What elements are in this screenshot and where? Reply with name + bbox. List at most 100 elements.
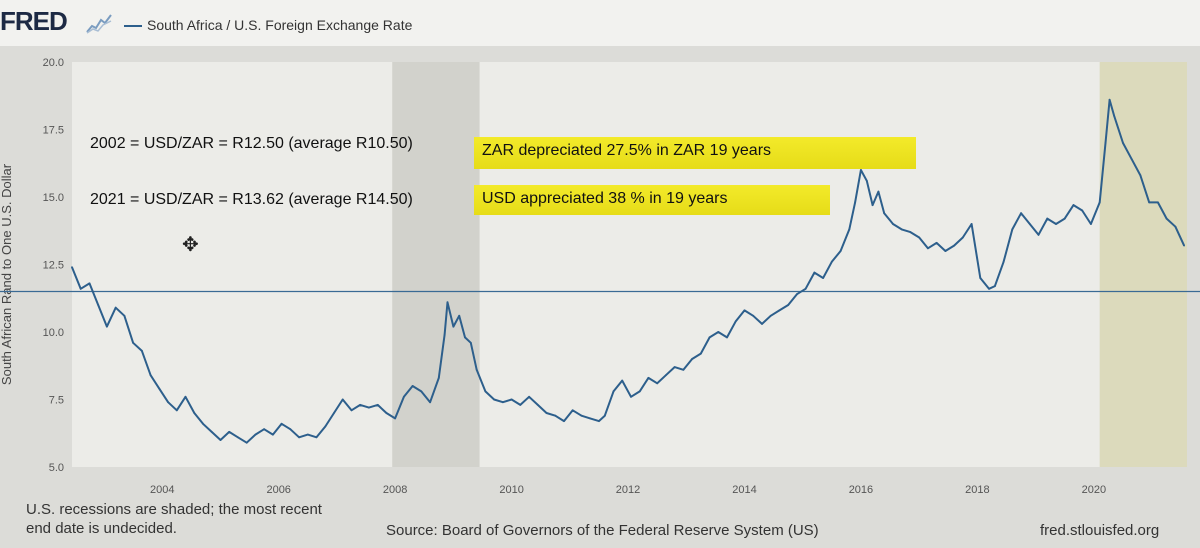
x-tick-label: 2020 <box>1082 484 1106 496</box>
data-point <box>691 358 693 360</box>
data-point <box>1174 225 1177 228</box>
data-point <box>734 320 737 323</box>
y-tick-label: 12.5 <box>43 260 64 272</box>
data-point <box>979 277 982 279</box>
x-tick-label: 2004 <box>150 484 174 496</box>
data-point <box>123 314 126 317</box>
data-point <box>359 404 362 406</box>
data-point <box>458 314 461 317</box>
data-point <box>1183 244 1185 247</box>
highlight-usd-appreciated: USD appreciated 38 % in 19 years <box>474 185 830 215</box>
plot-area <box>72 62 1187 467</box>
data-point <box>289 428 292 431</box>
data-point <box>184 395 187 398</box>
data-point <box>315 436 318 439</box>
data-point <box>1063 217 1066 220</box>
data-point <box>612 390 615 393</box>
data-point <box>71 266 73 269</box>
data-point <box>1148 201 1151 204</box>
data-point <box>254 433 257 436</box>
data-point <box>1055 223 1057 225</box>
x-tick-label: 2010 <box>499 484 523 496</box>
x-tick-label: 2008 <box>383 484 407 496</box>
data-point <box>493 398 495 401</box>
data-point <box>1011 228 1014 231</box>
data-point <box>88 282 91 285</box>
data-point <box>79 287 82 290</box>
data-point <box>469 341 472 344</box>
data-point <box>1157 201 1159 204</box>
data-point <box>175 409 178 412</box>
data-point <box>1165 217 1168 220</box>
data-point <box>1139 174 1142 177</box>
chart-header: FRED South Africa / U.S. Foreign Exchang… <box>0 0 1200 46</box>
fred-logo[interactable]: FRED <box>0 6 68 36</box>
recession-note-line-1: U.S. recessions are shaded; the most rec… <box>26 501 322 518</box>
data-point <box>1113 115 1116 117</box>
data-point <box>528 395 530 398</box>
data-point <box>1037 233 1040 236</box>
recession-note: U.S. recessions are shaded; the most rec… <box>26 500 322 538</box>
data-point <box>563 420 565 422</box>
data-point <box>446 301 449 304</box>
data-point <box>877 190 880 193</box>
y-tick-label: 15.0 <box>43 192 64 204</box>
data-point <box>630 395 632 398</box>
data-point <box>1002 260 1005 263</box>
fred-link[interactable]: fred.stlouisfed.org <box>1040 522 1160 539</box>
data-point <box>228 431 231 433</box>
y-tick-label: 17.5 <box>43 125 64 137</box>
data-point <box>708 336 711 339</box>
data-point <box>280 422 283 425</box>
y-tick-label: 5.0 <box>49 462 64 474</box>
data-point <box>918 236 921 239</box>
annotation-2002-rate: 2002 = USD/ZAR = R12.50 (average R10.50) <box>90 135 413 152</box>
x-tick-label: 2014 <box>732 484 756 496</box>
legend-label: South Africa / U.S. Foreign Exchange Rat… <box>147 17 413 33</box>
y-tick-label: 10.0 <box>43 327 64 339</box>
data-point <box>420 390 423 393</box>
recession-shade <box>392 62 480 467</box>
data-point <box>263 428 265 431</box>
y-tick-label: 7.5 <box>49 395 64 407</box>
data-point <box>944 250 947 252</box>
data-point <box>368 406 370 409</box>
series-legend: South Africa / U.S. Foreign Exchange Rat… <box>124 17 412 33</box>
data-point <box>536 404 539 406</box>
data-point <box>743 309 746 312</box>
recession-shade <box>1099 62 1187 467</box>
data-point <box>673 366 676 368</box>
fred-trend-icon <box>86 14 112 34</box>
data-point <box>970 223 973 225</box>
data-point <box>988 287 990 290</box>
data-point <box>202 422 204 425</box>
data-point <box>97 304 100 306</box>
data-point <box>484 390 487 393</box>
data-point <box>437 377 440 379</box>
data-point <box>1098 201 1101 204</box>
data-point <box>341 398 344 401</box>
data-point <box>1108 98 1111 101</box>
data-point <box>1122 142 1124 144</box>
data-point <box>210 431 213 433</box>
y-tick-label: 20.0 <box>43 57 64 69</box>
data-point <box>830 260 833 263</box>
data-point <box>519 404 522 406</box>
data-point <box>769 314 772 317</box>
data-point <box>429 401 431 404</box>
data-point <box>167 401 170 404</box>
data-point <box>193 412 196 414</box>
data-point <box>900 228 903 231</box>
data-point <box>1046 217 1049 220</box>
data-point <box>656 382 659 385</box>
data-point <box>510 398 513 401</box>
data-point <box>822 277 824 279</box>
data-point <box>665 374 667 377</box>
data-point <box>571 409 574 412</box>
data-point <box>883 212 886 215</box>
data-point <box>909 231 912 234</box>
data-point <box>245 441 248 444</box>
data-point <box>1090 223 1092 225</box>
data-point <box>452 325 455 328</box>
